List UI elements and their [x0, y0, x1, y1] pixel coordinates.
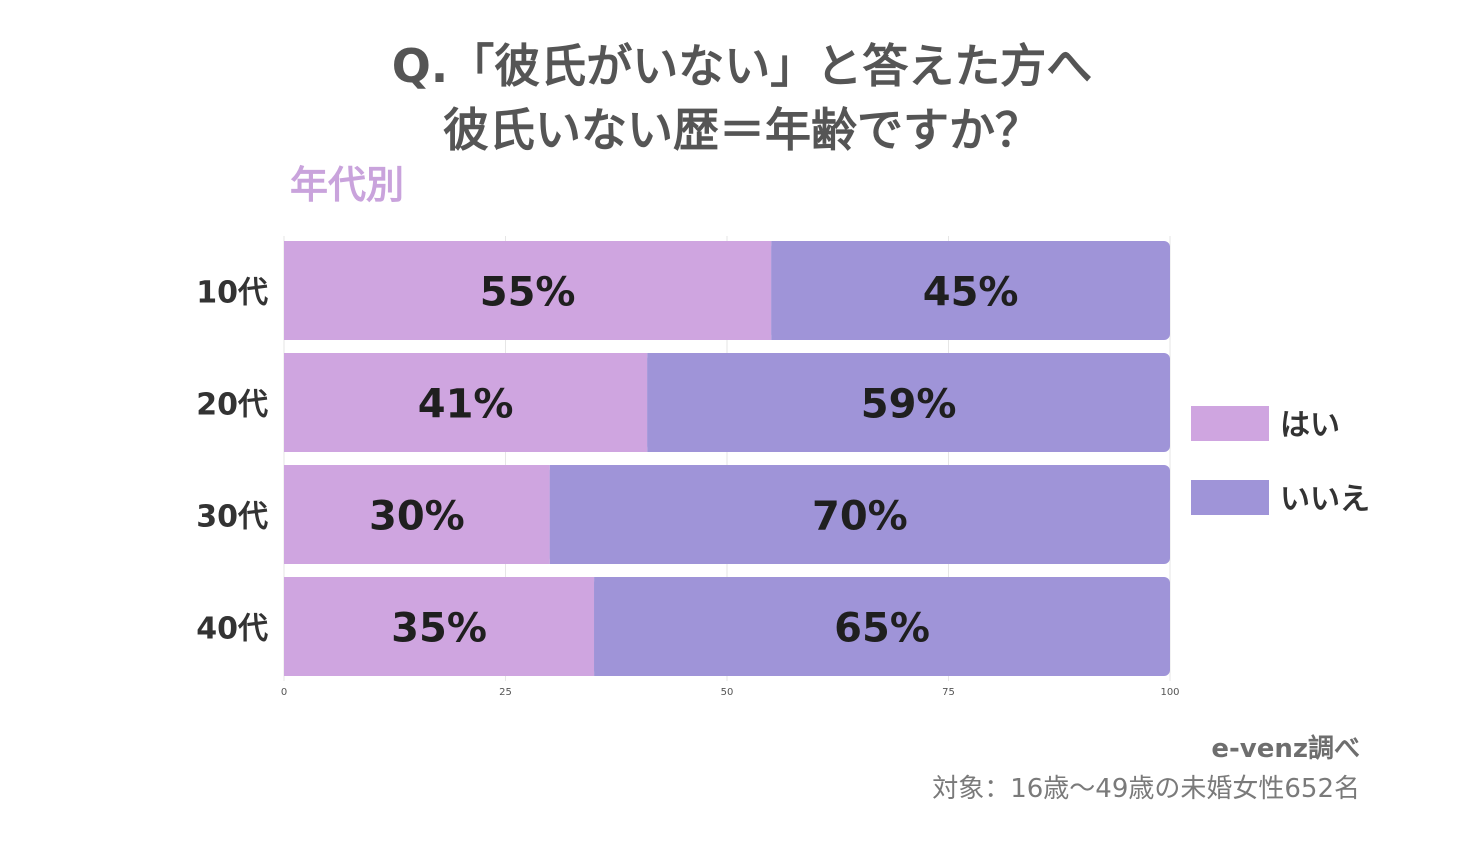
legend-label: はい: [1280, 408, 1340, 443]
category-label: 30代: [196, 500, 268, 535]
data-label: 55%: [480, 270, 576, 316]
bar-no: [549, 465, 1170, 564]
bar-yes: [284, 241, 772, 340]
x-tick-label: 25: [499, 687, 512, 698]
chart-title: Q.「彼氏がいない」と答えた方へ 彼氏いない歴＝年齢ですか？: [0, 34, 1484, 162]
data-label: 45%: [923, 270, 1019, 316]
x-tick-label: 75: [942, 687, 955, 698]
data-label: 30%: [369, 494, 465, 540]
bar-yes: [284, 465, 550, 564]
x-tick-label: 100: [1160, 687, 1179, 698]
bar-no: [771, 241, 1170, 340]
legend-swatch-no: [1191, 480, 1269, 515]
data-label: 65%: [834, 606, 930, 652]
x-tick-label: 0: [281, 687, 287, 698]
data-label: 70%: [812, 494, 908, 540]
bar-no: [594, 577, 1170, 676]
bar-no-joint: [594, 577, 607, 676]
bar-no: [647, 353, 1170, 452]
bar-no-joint: [549, 465, 562, 564]
legend-label: いいえ: [1280, 482, 1370, 517]
chart-title-line-1: Q.「彼氏がいない」と答えた方へ: [391, 39, 1093, 93]
data-label: 59%: [861, 382, 957, 428]
chart-subtitle: 年代別: [290, 163, 405, 207]
x-tick-label: 50: [721, 687, 734, 698]
data-label: 35%: [391, 606, 487, 652]
chart-title-line-2: 彼氏いない歴＝年齢ですか？: [443, 103, 1041, 157]
legend-swatch-yes: [1191, 406, 1269, 441]
data-label: 41%: [418, 382, 514, 428]
bar-no-joint: [771, 241, 784, 340]
category-label: 40代: [196, 612, 268, 647]
source-credit: e-venz調べ: [1211, 734, 1360, 764]
survey-note: 対象：16歳〜49歳の未婚女性652名: [932, 774, 1360, 804]
bar-yes: [284, 577, 595, 676]
category-label: 20代: [196, 388, 268, 423]
bar-yes: [284, 353, 648, 452]
category-label: 10代: [196, 276, 268, 311]
bar-no-joint: [647, 353, 660, 452]
